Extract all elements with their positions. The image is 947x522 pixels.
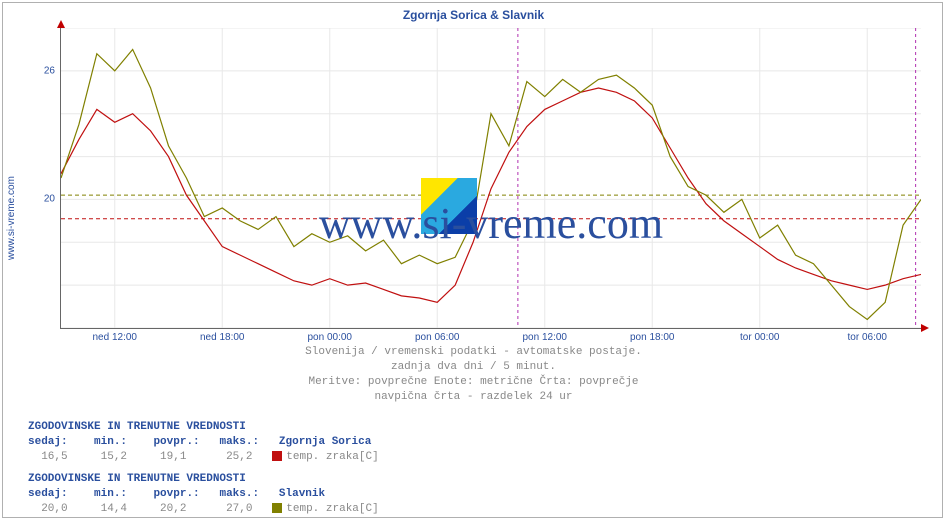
- x-tick-label: pon 18:00: [630, 332, 675, 343]
- stats-value-row: 16,5 15,2 19,1 25,2 temp. zraka[C]: [28, 450, 379, 465]
- chart-subtitle: Slovenija / vremenski podatki - avtomats…: [0, 345, 947, 404]
- subtitle-line: Slovenija / vremenski podatki - avtomats…: [0, 345, 947, 360]
- stats-value-row: 20,0 14,4 20,2 27,0 temp. zraka[C]: [28, 502, 379, 517]
- series-name: Slavnik: [279, 488, 325, 500]
- stats-title: ZGODOVINSKE IN TRENUTNE VREDNOSTI: [28, 472, 379, 487]
- series-label: temp. zraka[C]: [286, 503, 378, 515]
- series-label: temp. zraka[C]: [286, 451, 378, 463]
- y-tick-label: 26: [44, 65, 55, 76]
- x-tick-label: ned 18:00: [200, 332, 245, 343]
- stats-title: ZGODOVINSKE IN TRENUTNE VREDNOSTI: [28, 420, 379, 435]
- y-tick-label: 20: [44, 194, 55, 205]
- chart-plot-area: www.si-vreme.com 2026ned 12:00ned 18:00p…: [60, 28, 921, 329]
- stats-block-1: ZGODOVINSKE IN TRENUTNE VREDNOSTI sedaj:…: [28, 420, 379, 465]
- series-name: Zgornja Sorica: [279, 436, 371, 448]
- chart-title: Zgornja Sorica & Slavnik: [0, 8, 947, 22]
- x-tick-label: pon 00:00: [308, 332, 353, 343]
- site-label-vertical: www.si-vreme.com: [6, 176, 17, 260]
- series-swatch: [272, 451, 282, 461]
- subtitle-line: navpična črta - razdelek 24 ur: [0, 390, 947, 405]
- stats-header-row: sedaj: min.: povpr.: maks.: Slavnik: [28, 487, 379, 502]
- subtitle-line: zadnja dva dni / 5 minut.: [0, 360, 947, 375]
- stats-block-2: ZGODOVINSKE IN TRENUTNE VREDNOSTI sedaj:…: [28, 472, 379, 517]
- x-tick-label: pon 12:00: [523, 332, 568, 343]
- y-axis-arrow: [57, 20, 65, 28]
- x-tick-label: tor 06:00: [848, 332, 887, 343]
- subtitle-line: Meritve: povprečne Enote: metrične Črta:…: [0, 375, 947, 390]
- x-tick-label: pon 06:00: [415, 332, 460, 343]
- chart-svg: [61, 28, 921, 328]
- series-swatch: [272, 503, 282, 513]
- x-tick-label: tor 00:00: [740, 332, 779, 343]
- stats-header-row: sedaj: min.: povpr.: maks.: Zgornja Sori…: [28, 435, 379, 450]
- x-axis-arrow: [921, 324, 929, 332]
- x-tick-label: ned 12:00: [93, 332, 138, 343]
